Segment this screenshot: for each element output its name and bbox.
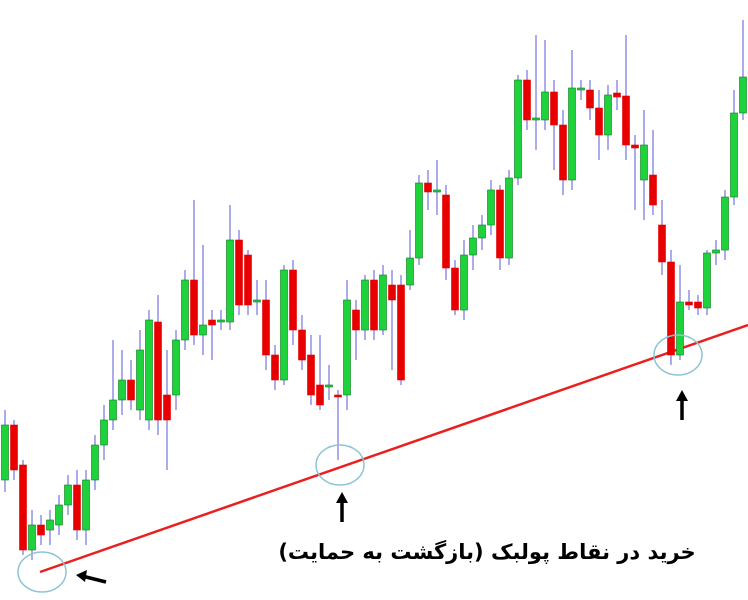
- candle-body: [298, 329, 306, 361]
- candle-body: [604, 94, 612, 136]
- candle-body: [361, 279, 369, 331]
- candle-body: [271, 354, 279, 381]
- candle-body: [550, 91, 558, 126]
- candle-body: [397, 284, 405, 381]
- candle-body: [181, 279, 189, 341]
- candle-body: [28, 524, 36, 551]
- candle-body: [46, 519, 54, 531]
- candle-body: [559, 124, 567, 181]
- trend-line: [39, 323, 748, 574]
- annotation: خرید در نقاط پولبک (بازگشت به حمایت): [278, 539, 695, 564]
- candle-body: [316, 384, 324, 406]
- candle-body: [82, 479, 90, 531]
- candle-body: [514, 79, 522, 179]
- candle-body: [325, 384, 333, 388]
- candle-body: [388, 284, 396, 301]
- candle-body: [280, 269, 288, 381]
- candle-body: [145, 319, 153, 421]
- candle-body: [118, 379, 126, 401]
- candle-body: [676, 301, 684, 356]
- candle-body: [667, 261, 675, 356]
- candle-body: [55, 504, 63, 526]
- candle-body: [532, 117, 540, 121]
- candle-body: [109, 399, 117, 421]
- candle-body: [415, 182, 423, 259]
- highlight-circle: [653, 334, 703, 376]
- candle-body: [307, 354, 315, 396]
- candle-body: [703, 252, 711, 309]
- candle-body: [586, 89, 594, 109]
- candle-body: [334, 394, 342, 398]
- candle-body: [370, 279, 378, 331]
- candle-body: [253, 299, 261, 303]
- candle-body: [433, 189, 441, 193]
- candle-body: [694, 301, 702, 309]
- candle-body: [199, 324, 207, 336]
- candle-body: [379, 274, 387, 331]
- candle-body: [190, 279, 198, 336]
- candle-body: [127, 379, 135, 401]
- candle-body: [406, 257, 414, 286]
- candle-body: [136, 349, 144, 411]
- candle-body: [631, 144, 639, 149]
- candle-body: [622, 95, 630, 146]
- candle-body: [37, 524, 45, 536]
- candles: [1, 20, 747, 560]
- candle-body: [523, 79, 531, 121]
- candle-body: [352, 309, 360, 331]
- candle-body: [739, 76, 747, 114]
- highlight-circle: [315, 444, 365, 486]
- candle-body: [469, 237, 477, 256]
- candle-body: [424, 182, 432, 193]
- candle-body: [343, 299, 351, 396]
- candle-body: [172, 339, 180, 396]
- candle-body: [64, 484, 72, 506]
- candle-body: [208, 319, 216, 326]
- candle-body: [100, 419, 108, 446]
- candle-body: [460, 254, 468, 311]
- candle-body: [19, 464, 27, 551]
- candle-body: [217, 319, 225, 323]
- candle-body: [451, 267, 459, 311]
- candle-body: [640, 144, 648, 181]
- candle-body: [478, 224, 486, 239]
- candle-body: [577, 87, 585, 91]
- candle-body: [496, 189, 504, 259]
- candle-body: [226, 239, 234, 323]
- candle-body: [73, 484, 81, 531]
- candle-body: [712, 249, 720, 254]
- candle-body: [730, 112, 738, 198]
- candle-body: [649, 174, 657, 206]
- candle-body: [91, 444, 99, 481]
- candle-body: [658, 224, 666, 263]
- arrow: [76, 390, 688, 584]
- candle-body: [541, 91, 549, 121]
- candle-body: [442, 194, 450, 269]
- candle-body: [163, 394, 171, 421]
- candle-body: [235, 239, 243, 306]
- candle-body: [568, 87, 576, 181]
- candle-body: [244, 254, 252, 306]
- candle-body: [1, 424, 9, 481]
- candle-body: [613, 92, 621, 98]
- candle-body: [505, 177, 513, 259]
- candle-body: [685, 301, 693, 306]
- candle-body: [289, 269, 297, 331]
- highlight-circle: [17, 551, 67, 593]
- candle-body: [262, 299, 270, 356]
- candle-body: [154, 321, 162, 421]
- candle-body: [721, 196, 729, 251]
- candle-body: [595, 107, 603, 136]
- candle-body: [10, 424, 18, 471]
- candle-body: [487, 189, 495, 226]
